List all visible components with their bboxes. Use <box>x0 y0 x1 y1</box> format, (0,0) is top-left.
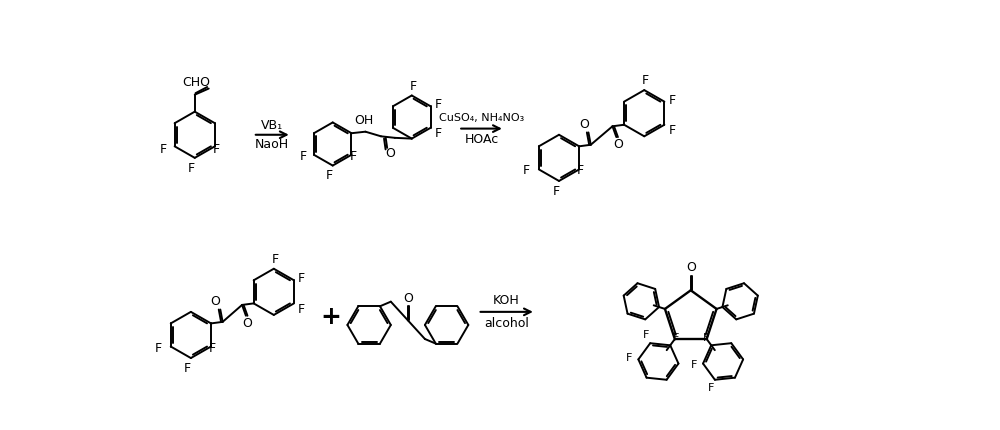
Text: F: F <box>213 143 220 156</box>
Text: CHO: CHO <box>182 76 210 89</box>
Text: F: F <box>349 150 357 163</box>
Text: NaoH: NaoH <box>255 138 289 151</box>
Text: O: O <box>243 317 252 330</box>
Text: F: F <box>691 359 697 369</box>
Text: O: O <box>613 138 623 151</box>
Text: O: O <box>579 118 589 131</box>
Text: F: F <box>708 383 714 393</box>
Text: O: O <box>211 295 221 308</box>
Text: F: F <box>299 150 307 163</box>
Text: F: F <box>669 124 676 138</box>
Text: VB₁: VB₁ <box>261 119 283 132</box>
Text: O: O <box>404 292 414 305</box>
Text: F: F <box>643 330 650 340</box>
Text: F: F <box>155 341 162 355</box>
Text: KOH: KOH <box>493 294 520 307</box>
Text: F: F <box>326 169 333 182</box>
Text: HOAc: HOAc <box>464 133 499 146</box>
Text: F: F <box>298 272 305 285</box>
Text: F: F <box>435 127 442 141</box>
Text: F: F <box>410 80 417 93</box>
Text: F: F <box>669 94 676 107</box>
Text: F: F <box>552 185 559 198</box>
Text: F: F <box>272 253 279 266</box>
Text: F: F <box>298 303 305 316</box>
Text: F: F <box>435 98 442 111</box>
Text: F: F <box>577 164 584 178</box>
Text: F: F <box>184 362 191 375</box>
Text: F: F <box>626 353 632 363</box>
Text: F: F <box>209 341 216 355</box>
Text: F: F <box>673 333 679 343</box>
Text: O: O <box>385 147 395 160</box>
Text: CuSO₄, NH₄NO₃: CuSO₄, NH₄NO₃ <box>439 113 524 123</box>
Text: O: O <box>687 261 696 274</box>
Text: F: F <box>642 74 649 87</box>
Text: +: + <box>320 305 341 329</box>
Text: F: F <box>523 164 530 178</box>
Text: F: F <box>703 333 709 343</box>
Text: F: F <box>188 162 195 175</box>
Text: alcohol: alcohol <box>484 317 529 330</box>
Text: OH: OH <box>354 114 374 127</box>
Text: F: F <box>160 143 167 156</box>
